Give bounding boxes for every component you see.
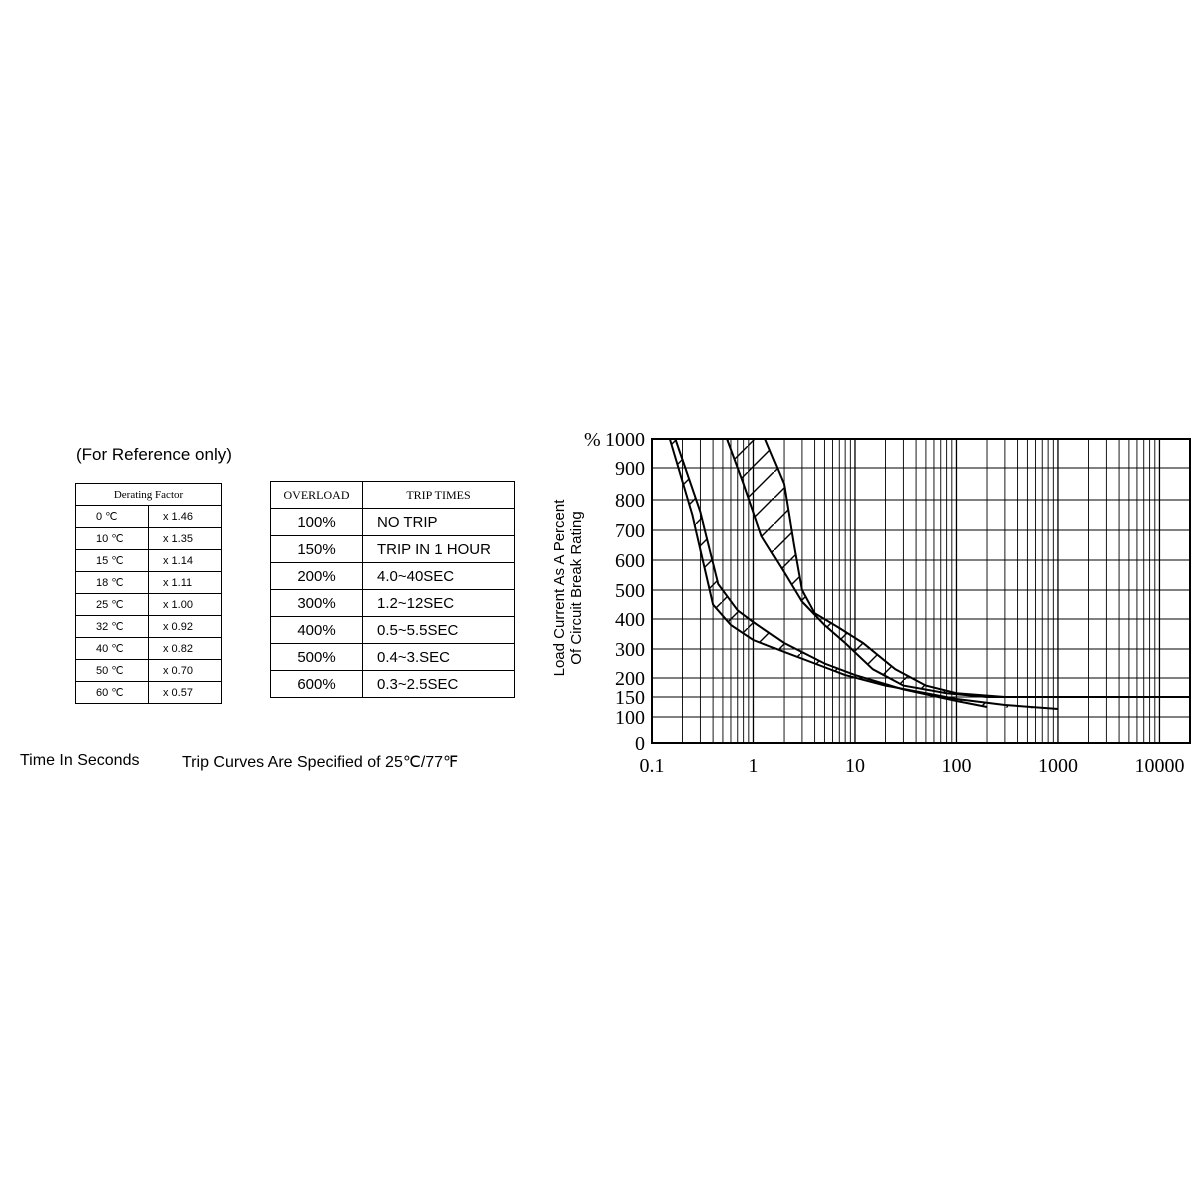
- table-row: 18 ℃ x 1.11: [75, 571, 222, 594]
- table-row: 300% 1.2~12SEC: [270, 589, 515, 617]
- derating-factor: x 1.35: [148, 527, 222, 550]
- table-row: 40 ℃ x 0.82: [75, 637, 222, 660]
- table-row: 500% 0.4~3.SEC: [270, 643, 515, 671]
- derating-temp: 40 ℃: [75, 637, 149, 660]
- overload-value: 500%: [270, 643, 363, 671]
- table-row: 150% TRIP IN 1 HOUR: [270, 535, 515, 563]
- y-axis-label-line-2: Of Circuit Break Rating: [568, 511, 585, 664]
- derating-factor: x 1.11: [148, 571, 222, 594]
- table-row: 10 ℃ x 1.35: [75, 527, 222, 550]
- hatched-band-fast: [669, 439, 1058, 709]
- trip-time-value: 0.3~2.5SEC: [362, 670, 515, 698]
- overload-value: 300%: [270, 589, 363, 617]
- trip-time-value: 4.0~40SEC: [362, 562, 515, 590]
- derating-factor: x 1.14: [148, 549, 222, 572]
- trip-curve-3: [726, 438, 1190, 698]
- trip-curve-spec-note: Trip Curves Are Specified of 25℃/77℉: [182, 754, 459, 771]
- x-tick-labels: 0.1 1 10 100 1000 10000: [640, 755, 1185, 777]
- table-row: 25 ℃ x 1.00: [75, 593, 222, 616]
- table-row: 600% 0.3~2.5SEC: [270, 670, 515, 698]
- reference-note: (For Reference only): [76, 445, 232, 464]
- overload-value: 200%: [270, 562, 363, 590]
- trip-time-value: NO TRIP: [362, 508, 515, 536]
- y-tick-label: 700: [615, 520, 645, 542]
- table-row: 400% 0.5~5.5SEC: [270, 616, 515, 644]
- y-tick-label: 300: [615, 639, 645, 661]
- y-tick-label: 200: [615, 668, 645, 690]
- derating-factor-table: Derating Factor 0 ℃ x 1.46 10 ℃ x 1.35 15 …: [75, 483, 222, 704]
- trip-time-value: 1.2~12SEC: [362, 589, 515, 617]
- x-tick-label: 0.1: [640, 755, 665, 777]
- derating-temp: 25 ℃: [75, 593, 149, 616]
- trip-curve-4: [764, 438, 1005, 698]
- x-tick-label: 10000: [1134, 755, 1184, 777]
- y-tick-label: 1000: [605, 429, 645, 451]
- overload-value: 600%: [270, 670, 363, 698]
- derating-temp: 15 ℃: [75, 549, 149, 572]
- y-tick-label: 900: [615, 458, 645, 480]
- trip-times-column-header: TRIP TIMES: [362, 481, 515, 509]
- x-tick-label: 1: [748, 755, 758, 777]
- y-tick-label: 400: [615, 609, 645, 631]
- derating-factor: x 0.92: [148, 615, 222, 638]
- x-tick-label: 10: [845, 755, 865, 777]
- derating-temp: 18 ℃: [75, 571, 149, 594]
- y-axis-label-line-1: Load Current As A Percent: [551, 499, 568, 677]
- y-unit-label: %: [584, 429, 601, 451]
- overload-column-header: OVERLOAD: [270, 481, 363, 509]
- x-tick-label: 100: [941, 755, 971, 777]
- derating-temp: 32 ℃: [75, 615, 149, 638]
- chart-series: [668, 438, 1190, 710]
- trip-time-value: TRIP IN 1 HOUR: [362, 535, 515, 563]
- table-row: 200% 4.0~40SEC: [270, 562, 515, 590]
- table-row: 50 ℃ x 0.70: [75, 659, 222, 682]
- y-tick-label: 500: [615, 580, 645, 602]
- table-row: 32 ℃ x 0.92: [75, 615, 222, 638]
- derating-temp: 50 ℃: [75, 659, 149, 682]
- table-row: 60 ℃ x 0.57: [75, 681, 222, 704]
- trip-curve-1: [668, 438, 1059, 710]
- trip-time-value: 0.5~5.5SEC: [362, 616, 515, 644]
- y-tick-label: 800: [615, 490, 645, 512]
- table-row: 0 ℃ x 1.46: [75, 505, 222, 528]
- overload-value: 400%: [270, 616, 363, 644]
- trip-time-value: 0.4~3.SEC: [362, 643, 515, 671]
- y-axis-label: Load Current As A Percent Of Circuit Bre…: [551, 499, 585, 677]
- plot-frame: [651, 438, 1191, 744]
- overload-trip-table: OVERLOAD TRIP TIMES 100% NO TRIP 150% TRIP…: [270, 481, 515, 698]
- hatched-band-slow: [727, 439, 1190, 697]
- overload-value: 150%: [270, 535, 363, 563]
- chart-bands: [669, 439, 1190, 709]
- table-row: 100% NO TRIP: [270, 508, 515, 536]
- derating-temp: 10 ℃: [75, 527, 149, 550]
- trip-curve-2: [674, 438, 988, 708]
- x-tick-label: 1000: [1038, 755, 1078, 777]
- derating-factor: x 0.70: [148, 659, 222, 682]
- derating-table-header: Derating Factor: [75, 483, 222, 506]
- derating-factor: x 0.82: [148, 637, 222, 660]
- derating-factor: x 1.00: [148, 593, 222, 616]
- y-tick-label: 0: [635, 733, 645, 755]
- overload-value: 100%: [270, 508, 363, 536]
- y-tick-label: 600: [615, 550, 645, 572]
- derating-temp: 60 ℃: [75, 681, 149, 704]
- time-in-seconds-label: Time In Seconds: [20, 752, 140, 769]
- derating-factor: x 1.46: [148, 505, 222, 528]
- table-row: 15 ℃ x 1.14: [75, 549, 222, 572]
- y-tick-label: 100: [615, 707, 645, 729]
- derating-temp: 0 ℃: [75, 505, 149, 528]
- derating-factor: x 0.57: [148, 681, 222, 704]
- y-tick-label: 150: [615, 687, 645, 709]
